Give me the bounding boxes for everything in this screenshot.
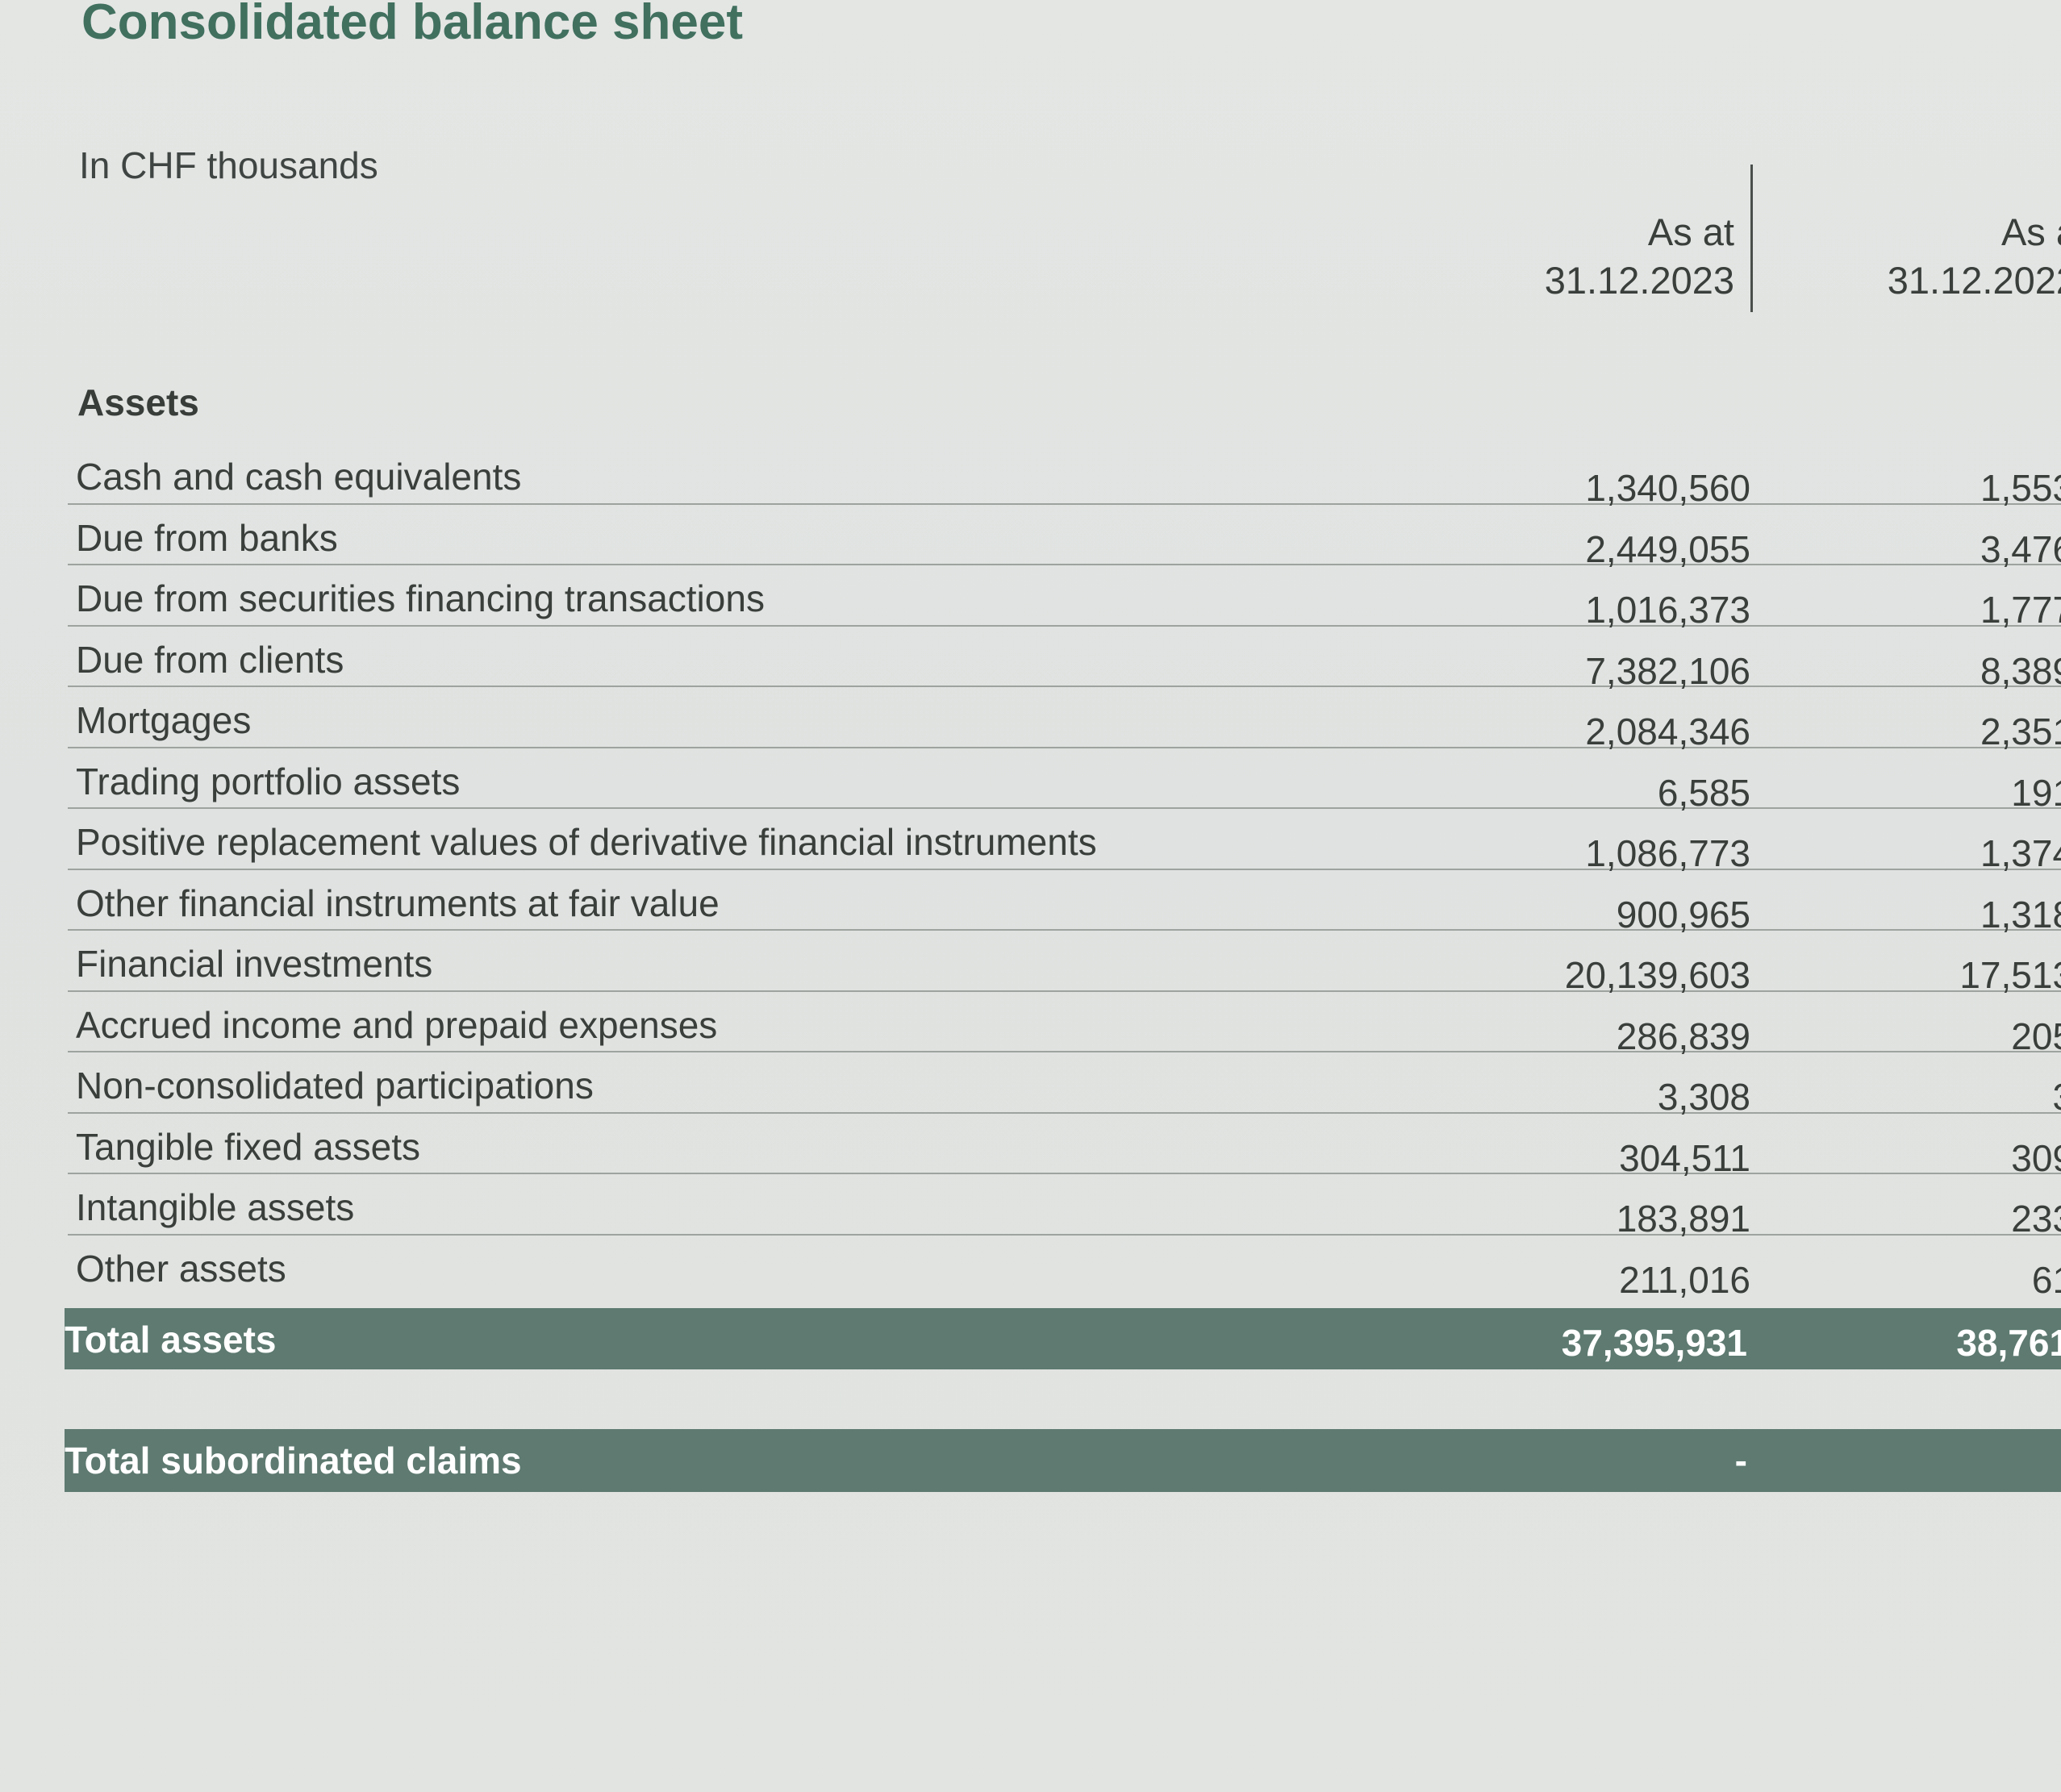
row-label: Accrued income and prepaid expenses: [76, 1003, 718, 1046]
row-value-2023: 183,891: [1616, 1198, 1750, 1240]
row-value-2023: 286,839: [1616, 1015, 1750, 1057]
row-value-2022: 1,374,95: [1980, 832, 2061, 874]
row-value-2022: 191,61: [2011, 771, 2061, 814]
table-row: Trading portfolio assets 6,585 191,61: [68, 748, 2061, 814]
table-row: Other financial instruments at fair valu…: [68, 870, 2061, 936]
row-value-2023: 6,585: [1657, 771, 1750, 814]
row-value-2022: 3,476,66: [1980, 527, 2061, 570]
row-value-2022: 1,777,54: [1980, 589, 2061, 631]
row-label: Non-consolidated participations: [76, 1065, 594, 1106]
column-header-2023: As at 31.12.2023: [1444, 208, 1734, 305]
total-assets-value-2022: 38,761,34: [1956, 1322, 2061, 1364]
table-row: Mortgages 2,084,346 2,351,90: [68, 687, 2061, 752]
column-header-line2: 31.12.2023: [1544, 259, 1734, 302]
row-value-2023: 3,308: [1657, 1076, 1750, 1118]
row-value-2022: 1,318,04: [1980, 893, 2061, 936]
row-label: Due from securities financing transactio…: [76, 577, 765, 619]
row-value-2023: 304,511: [1619, 1136, 1750, 1179]
table-row: Due from banks 2,449,055 3,476,66: [68, 505, 2061, 570]
row-value-2023: 1,086,773: [1585, 832, 1750, 874]
table-row: Financial investments 20,139,603 17,513,…: [68, 931, 2061, 996]
table-row: Positive replacement values of derivativ…: [68, 809, 2061, 874]
row-label: Other financial instruments at fair valu…: [76, 881, 720, 924]
row-value-2022: 205,70: [2011, 1015, 2061, 1057]
column-divider: [1750, 165, 1753, 312]
row-label: Intangible assets: [76, 1186, 355, 1228]
row-value-2023: 2,449,055: [1585, 527, 1750, 570]
table-row: Accrued income and prepaid expenses 286,…: [68, 992, 2061, 1057]
table-row: Due from clients 7,382,106 8,389,85: [68, 627, 2061, 692]
total-assets-value-2023: 37,395,931: [1561, 1322, 1747, 1364]
row-value-2023: 20,139,603: [1564, 954, 1750, 996]
row-value-2023: 1,016,373: [1585, 589, 1750, 631]
row-value-2022: 2,351,90: [1980, 711, 2061, 752]
row-value-2023: 7,382,106: [1585, 649, 1750, 692]
row-value-2022: 8,389,85: [1980, 649, 2061, 692]
row-label: Trading portfolio assets: [76, 760, 461, 802]
column-header-line1: As a: [2001, 210, 2061, 253]
row-value-2023: 211,016: [1619, 1258, 1750, 1301]
section-heading-assets: Assets: [77, 381, 199, 423]
row-label: Positive replacement values of derivativ…: [76, 821, 1097, 863]
row-value-2022: 309,47: [2011, 1136, 2061, 1179]
table-row: Due from securities financing transactio…: [68, 565, 2061, 631]
row-value-2022: 233,76: [2011, 1198, 2061, 1240]
table-row: Non-consolidated participations 3,308 3,…: [68, 1052, 2061, 1118]
total-subordinated-label: Total subordinated claims: [65, 1440, 522, 1482]
row-value-2022: 61,57: [2031, 1258, 2061, 1301]
table-row: Cash and cash equivalents 1,340,560 1,55…: [68, 444, 2061, 509]
unit-note: In CHF thousands: [79, 144, 378, 186]
row-value-2022: 17,513,15: [1959, 954, 2061, 996]
row-value-2023: 2,084,346: [1585, 711, 1750, 752]
row-value-2023: 1,340,560: [1585, 467, 1750, 509]
row-value-2022: 1,553,55: [1980, 467, 2061, 509]
row-label: Due from clients: [76, 638, 344, 681]
table-row: Tangible fixed assets 304,511 309,47: [68, 1114, 2061, 1179]
row-label: Financial investments: [76, 943, 433, 985]
row-label: Due from banks: [76, 516, 338, 559]
row-value-2022: 3,52: [1802, 1075, 2061, 1119]
total-subordinated-value-2023: -: [1734, 1440, 1747, 1482]
row-value-2023: 900,965: [1616, 893, 1750, 936]
table-row: Intangible assets 183,891 233,76: [68, 1174, 2061, 1240]
total-subordinated-claims-row: Total subordinated claims -: [65, 1429, 2061, 1492]
total-assets-row: Total assets 37,395,931 38,761,34: [65, 1308, 2061, 1369]
assets-table: Cash and cash equivalents 1,340,560 1,55…: [68, 444, 2061, 1301]
row-label: Other assets: [76, 1247, 286, 1290]
row-label: Tangible fixed assets: [76, 1125, 421, 1168]
column-header-line1: As at: [1647, 210, 1734, 253]
row-label: Cash and cash equivalents: [76, 456, 522, 498]
column-header-2022: As a 31.12.2022: [1787, 208, 2061, 305]
total-assets-label: Total assets: [65, 1319, 277, 1361]
column-header-line2: 31.12.2022: [1887, 259, 2061, 302]
row-label: Mortgages: [76, 699, 252, 741]
table-row: Other assets 211,016 61,57: [68, 1236, 2061, 1301]
page-title: Consolidated balance sheet: [81, 0, 743, 50]
